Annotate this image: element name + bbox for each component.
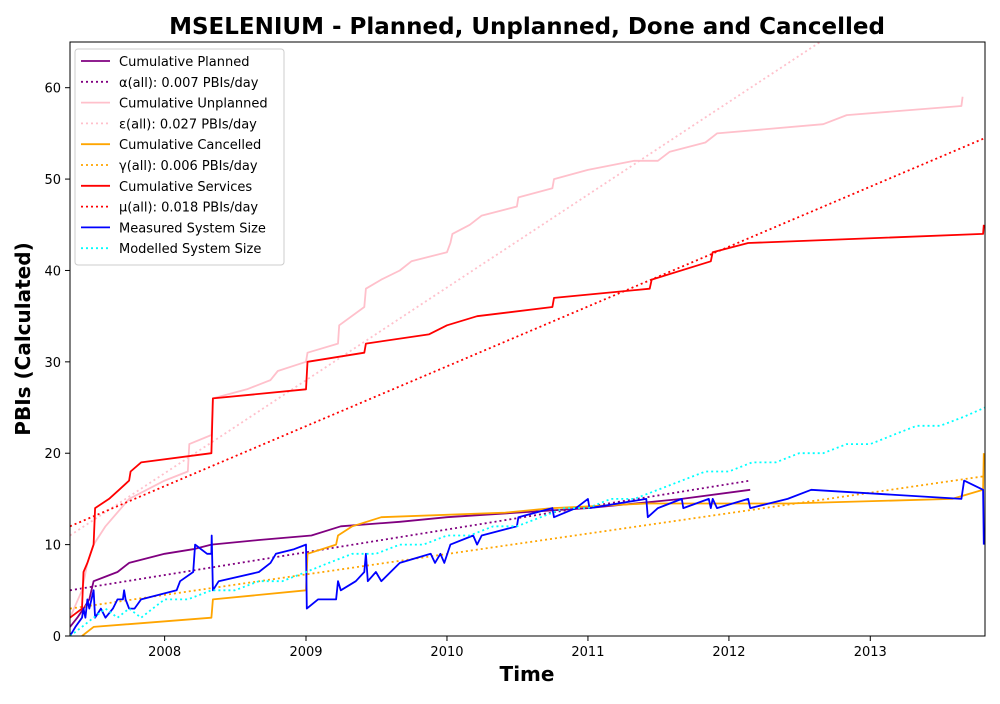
- series-line-measured-system-size: [70, 479, 985, 636]
- x-tick-label: 2010: [430, 645, 463, 660]
- series-line-modelled-system-size: [70, 406, 985, 636]
- legend-label-all-0-027-pbis-day: ε(all): 0.027 PBIs/day: [119, 117, 257, 132]
- series-line-cumulative-services: [70, 224, 985, 619]
- plot-frame: [69, 41, 986, 637]
- x-tick-label: 2008: [148, 645, 181, 660]
- x-tick-label: 2013: [854, 645, 887, 660]
- x-tick-label: 2012: [712, 645, 745, 660]
- legend-label-cumulative-services: Cumulative Services: [119, 180, 252, 195]
- legend-label-modelled-system-size: Modelled System Size: [119, 242, 261, 257]
- y-tick-label: 0: [53, 630, 61, 645]
- y-tick-label: 10: [44, 539, 61, 554]
- x-tick-label: 2009: [289, 645, 322, 660]
- legend-label-cumulative-unplanned: Cumulative Unplanned: [119, 97, 268, 112]
- legend-label-cumulative-planned: Cumulative Planned: [119, 55, 249, 70]
- y-tick-label: 20: [44, 447, 61, 462]
- legend-label-all-0-007-pbis-day: α(all): 0.007 PBIs/day: [119, 76, 259, 91]
- axes: 2008 2009 2010 2011 2012 2013 0 10 20 30 40 50 60: [44, 41, 986, 660]
- x-axis-label: Time: [500, 662, 555, 686]
- x-tick-label: 2011: [571, 645, 604, 660]
- series-line-all-0-018-pbis-day: [70, 137, 985, 528]
- legend-label-all-0-018-pbis-day: μ(all): 0.018 PBIs/day: [119, 201, 258, 216]
- series-line-all-0-006-pbis-day: [70, 475, 985, 610]
- legend-label-measured-system-size: Measured System Size: [119, 221, 266, 236]
- y-tick-label: 60: [44, 82, 61, 97]
- legend: Cumulative Planned α(all): 0.007 PBIs/day…: [74, 48, 285, 266]
- series-line-cumulative-cancelled: [81, 453, 985, 636]
- legend-label-all-0-006-pbis-day: γ(all): 0.006 PBIs/day: [119, 159, 258, 174]
- legend-box: [74, 48, 285, 266]
- legend-label-cumulative-cancelled: Cumulative Cancelled: [119, 138, 261, 153]
- y-tick-label: 40: [44, 264, 61, 279]
- series-line-cumulative-unplanned: [70, 96, 964, 619]
- series-line-all-0-007-pbis-day: [70, 479, 751, 592]
- y-axis-label: PBIs (Calculated): [11, 242, 35, 435]
- series-line-cumulative-planned: [70, 488, 751, 628]
- plot-area: [70, 42, 985, 636]
- chart-title: MSELENIUM - Planned, Unplanned, Done and…: [169, 14, 885, 40]
- y-tick-label: 50: [44, 173, 61, 188]
- y-tick-label: 30: [44, 356, 61, 371]
